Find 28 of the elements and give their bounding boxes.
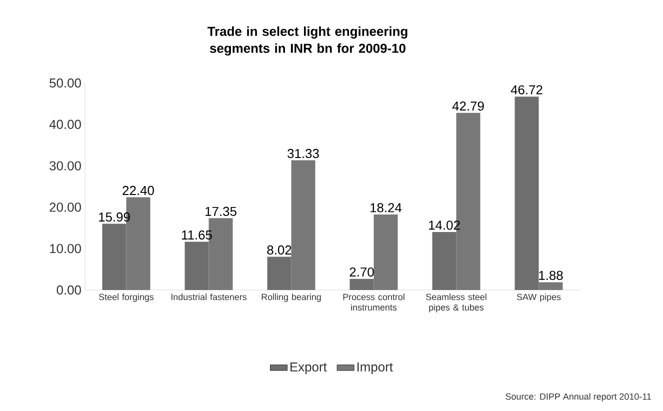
legend-label: Import xyxy=(357,362,393,374)
x-tick-label: Seamless steel pipes & tubes xyxy=(426,294,486,312)
chart-title: Trade in select light engineering segments in INR bn for 2009-10 xyxy=(207,26,408,56)
data-label: 14.02 xyxy=(429,220,460,230)
data-label: 22.40 xyxy=(122,186,154,196)
y-tick-label: 40.00 xyxy=(49,120,81,129)
x-tick-label: Steel forgings xyxy=(98,294,154,302)
x-tick-label: SAW pipes xyxy=(516,294,561,302)
data-label: 11.65 xyxy=(182,230,212,240)
y-tick-label: 30.00 xyxy=(50,161,81,170)
data-label: 8.02 xyxy=(267,245,292,255)
data-label: 15.99 xyxy=(99,212,130,222)
data-label: 1.88 xyxy=(539,270,563,280)
legend-label: Export xyxy=(290,362,327,374)
x-tick-label: Rolling bearing xyxy=(262,294,321,302)
data-label: 42.79 xyxy=(452,101,484,111)
data-label: 46.72 xyxy=(510,85,542,94)
y-tick-label: 0.00 xyxy=(56,285,81,295)
source-note: Source: DIPP Annual report 2010-11 xyxy=(506,393,652,402)
data-label: 17.35 xyxy=(206,206,236,216)
x-tick-label: Process control instruments xyxy=(343,294,404,311)
y-tick-label: 20.00 xyxy=(50,202,81,212)
x-tick-label: Industrial fasteners xyxy=(171,294,247,300)
y-tick-label: 50.00 xyxy=(50,78,81,88)
data-label: 2.70 xyxy=(350,267,374,277)
data-label: 31.33 xyxy=(288,148,319,158)
data-label: 18.24 xyxy=(370,203,402,212)
y-tick-label: 10.00 xyxy=(50,244,81,254)
